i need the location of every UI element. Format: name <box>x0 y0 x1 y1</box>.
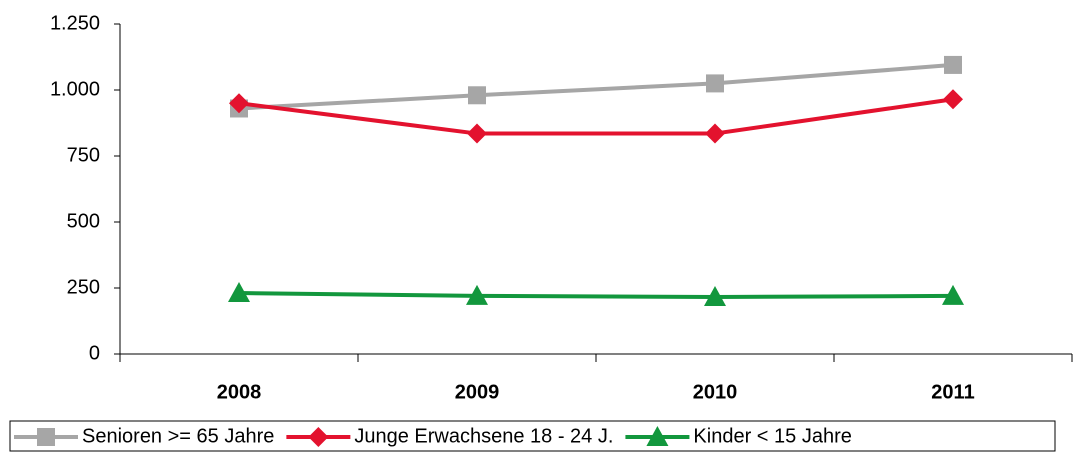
y-tick-label: 750 <box>67 144 100 166</box>
y-tick-label: 250 <box>67 276 100 298</box>
marker <box>228 282 250 303</box>
series-line <box>238 97 954 136</box>
y-tick-label: 1.000 <box>50 78 100 100</box>
x-tick-label: 2008 <box>217 381 262 403</box>
marker <box>646 426 669 446</box>
marker <box>467 123 487 144</box>
y-tick-label: 500 <box>67 210 100 232</box>
marker <box>944 55 962 74</box>
x-tick-label: 2011 <box>931 381 974 403</box>
series-line <box>238 291 954 299</box>
legend-box <box>9 420 1056 452</box>
marker <box>704 285 726 306</box>
marker <box>308 427 329 447</box>
marker <box>942 284 964 305</box>
y-tick-label: 0 <box>89 342 100 364</box>
x-tick-label: 2009 <box>455 381 500 403</box>
marker <box>468 86 486 105</box>
legend-label: Junge Erwachsene 18 - 24 J. <box>354 425 613 447</box>
marker <box>943 89 963 110</box>
marker <box>466 284 488 305</box>
legend-label: Senioren >= 65 Jahre <box>82 425 274 447</box>
marker <box>229 93 249 114</box>
legend-label: Kinder < 15 Jahre <box>693 425 851 447</box>
x-tick-label: 2010 <box>693 381 738 403</box>
marker <box>706 74 724 93</box>
marker <box>37 428 55 446</box>
series-line <box>238 62 954 111</box>
y-tick-label: 1.250 <box>50 12 100 34</box>
marker <box>705 123 725 144</box>
